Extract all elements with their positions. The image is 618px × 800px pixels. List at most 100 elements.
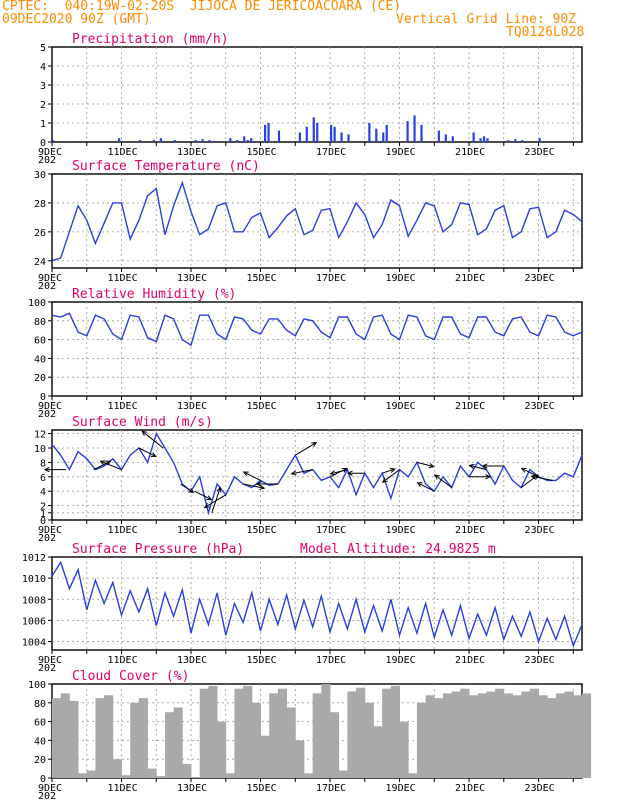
cloud-bar [295, 740, 305, 778]
precip-bar [486, 138, 489, 142]
precip-bar [305, 126, 308, 142]
cloud-bar [512, 695, 522, 778]
x-tick-label: 23DEC [525, 783, 555, 794]
wind-vector [469, 464, 487, 471]
wind-vector-head [188, 487, 195, 494]
x-tick-label: 17DEC [316, 147, 346, 158]
precip-bar [482, 136, 486, 142]
cloud-bar [147, 768, 157, 778]
y-tick-label: 26 [34, 228, 46, 239]
code-header: TQ0126L028 [506, 25, 585, 40]
y-tick-label: 1006 [22, 616, 46, 627]
cloud-bar [408, 773, 418, 778]
wind-vector-head [416, 482, 423, 488]
wind-vector-head [530, 474, 537, 480]
panel-title: Precipitation (mm/h) [72, 32, 229, 47]
x-tick-label: 15DEC [247, 525, 277, 536]
precip-bar [264, 124, 267, 142]
x-tick-label: 21DEC [455, 525, 485, 536]
x-tick-label: 13DEC [177, 401, 207, 412]
precip-bar [253, 141, 256, 142]
wind-vector [416, 461, 434, 468]
y-tick-label: 1 [40, 119, 46, 130]
wind-vector-head [329, 470, 336, 476]
cloud-bar [399, 721, 409, 778]
y-tick-label: 0 [40, 138, 46, 149]
plot-frame [51, 429, 583, 521]
cloud-bar [208, 685, 218, 778]
x-tick-label: 23DEC [525, 147, 555, 158]
cloud-bar [191, 777, 201, 778]
x-tick-label: 15DEC [247, 783, 277, 794]
precip-bar [246, 140, 249, 142]
x-tick-label: 9DEC [38, 401, 62, 412]
x-year-stub: 202 [38, 791, 56, 800]
wind-vector-head [290, 470, 297, 476]
wind-vector [531, 475, 553, 481]
y-tick-label: 28 [34, 199, 46, 210]
cloud-bar [52, 698, 62, 778]
precip-bar [507, 140, 510, 142]
cloud-bar [373, 726, 383, 778]
x-year-stub: 202 [38, 155, 56, 166]
x-tick-label: 11DEC [108, 273, 138, 284]
precip-bar [472, 132, 475, 142]
precip-bar [347, 134, 350, 142]
y-tick-label: 12 [34, 430, 46, 441]
x-year-stub: 202 [38, 663, 56, 674]
panel-title: Relative Humidity (%) [72, 287, 236, 302]
cloud-bar [321, 684, 331, 778]
wind-vector [100, 460, 122, 471]
wind-vector [417, 482, 435, 492]
x-tick-label: 9DEC [38, 147, 62, 158]
y-tick-label: 100 [28, 298, 46, 309]
cloud-bar [225, 773, 235, 778]
cloud-bar [69, 700, 79, 778]
plot-frame [51, 301, 583, 397]
wind-vector [382, 469, 400, 483]
x-tick-label: 19DEC [386, 655, 416, 666]
series-line [51, 431, 583, 516]
x-tick-label: 11DEC [108, 401, 138, 412]
panel-title: Cloud Cover (%) [72, 669, 189, 684]
wind-vector [194, 490, 212, 501]
precip-bar [298, 132, 301, 142]
cloud-bar [469, 695, 479, 778]
precip-bar [385, 124, 388, 142]
cloud-bar [130, 702, 140, 778]
wind-vector-head [346, 470, 353, 476]
wind-vector [291, 469, 313, 475]
plot-frame [51, 556, 583, 651]
wind-vector-head [99, 460, 106, 466]
precip-bar [69, 141, 72, 142]
wind-vector-head [341, 467, 348, 473]
wind-vector [330, 469, 348, 475]
x-tick-label: 13DEC [177, 783, 207, 794]
precip-bar [444, 134, 447, 142]
wind-vector [434, 474, 452, 489]
x-tick-label: 11DEC [108, 783, 138, 794]
wind-vector [382, 468, 395, 474]
wind-vector [138, 447, 156, 457]
x-tick-label: 17DEC [316, 525, 346, 536]
cloud-bar [95, 698, 105, 778]
cloud-bar [521, 691, 531, 778]
wind-vector-head [259, 484, 266, 490]
wind-vector-head [43, 466, 50, 473]
series-line [51, 180, 583, 262]
cloud-bar [529, 688, 539, 778]
x-tick-label: 19DEC [386, 273, 416, 284]
cloud-bar [86, 770, 96, 778]
y-tick-label: 2 [40, 100, 46, 111]
precip-bar [451, 136, 454, 142]
y-tick-label: 6 [40, 473, 46, 484]
wind-vector [141, 430, 164, 449]
y-tick-label: 0 [40, 774, 46, 785]
x-tick-label: 17DEC [316, 401, 346, 412]
series-line [51, 560, 583, 648]
cloud-bar [260, 735, 270, 778]
y-tick-label: 4 [40, 487, 46, 498]
precip-bar [277, 130, 281, 142]
cloud-bar [330, 712, 340, 778]
precip-bar [52, 140, 55, 142]
